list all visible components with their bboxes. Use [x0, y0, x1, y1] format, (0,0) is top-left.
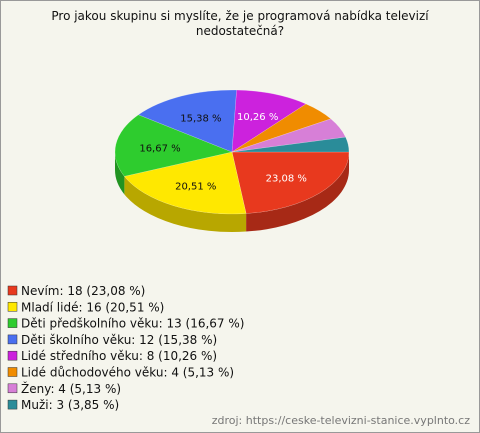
- legend-swatch: [7, 350, 18, 361]
- legend-swatch: [7, 334, 18, 345]
- slice: [231, 89, 307, 153]
- legend-label: Muži: 3 (3,85 %): [21, 398, 119, 412]
- slice: [231, 136, 350, 153]
- legend-swatch: [7, 285, 18, 296]
- legend-label: Lidé středního věku: 8 (10,26 %): [21, 349, 217, 363]
- legend-swatch: [7, 302, 18, 312]
- slice: [114, 114, 233, 177]
- legend-label: Lidé důchodového věku: 4 (5,13 %): [21, 366, 234, 380]
- value-label: 20,51 %: [175, 181, 216, 192]
- value-label: 16,67 %: [139, 143, 180, 154]
- chart-title: Pro jakou skupinu si myslíte, že je prog…: [51, 9, 429, 38]
- slice: [123, 151, 247, 215]
- value-label: 23,08 %: [266, 173, 307, 184]
- source: zdroj: https://ceske-televizni-stanice.v…: [212, 414, 471, 427]
- legend-swatch: [7, 399, 18, 410]
- legend-label: Děti školního věku: 12 (15,38 %): [21, 333, 217, 347]
- legend-swatch: [7, 367, 18, 377]
- value-label: 10,26 %: [237, 112, 278, 123]
- slice: [231, 103, 332, 153]
- legend-label: Mladí lidé: 16 (20,51 %): [21, 300, 164, 314]
- legend-label: Nevím: 18 (23,08 %): [21, 284, 145, 298]
- legend-swatch: [7, 383, 18, 394]
- legend-label: Ženy: 4 (5,13 %): [21, 381, 121, 396]
- legend-swatch: [7, 318, 18, 328]
- slice-side: [246, 152, 349, 232]
- legend-label: Děti předškolního věku: 13 (16,67 %): [21, 317, 244, 331]
- slice: [231, 118, 346, 153]
- value-label: 15,38 %: [180, 113, 221, 124]
- slice-side: [115, 152, 125, 195]
- slice: [137, 89, 237, 153]
- slice-side: [124, 176, 247, 232]
- slice: [231, 151, 350, 214]
